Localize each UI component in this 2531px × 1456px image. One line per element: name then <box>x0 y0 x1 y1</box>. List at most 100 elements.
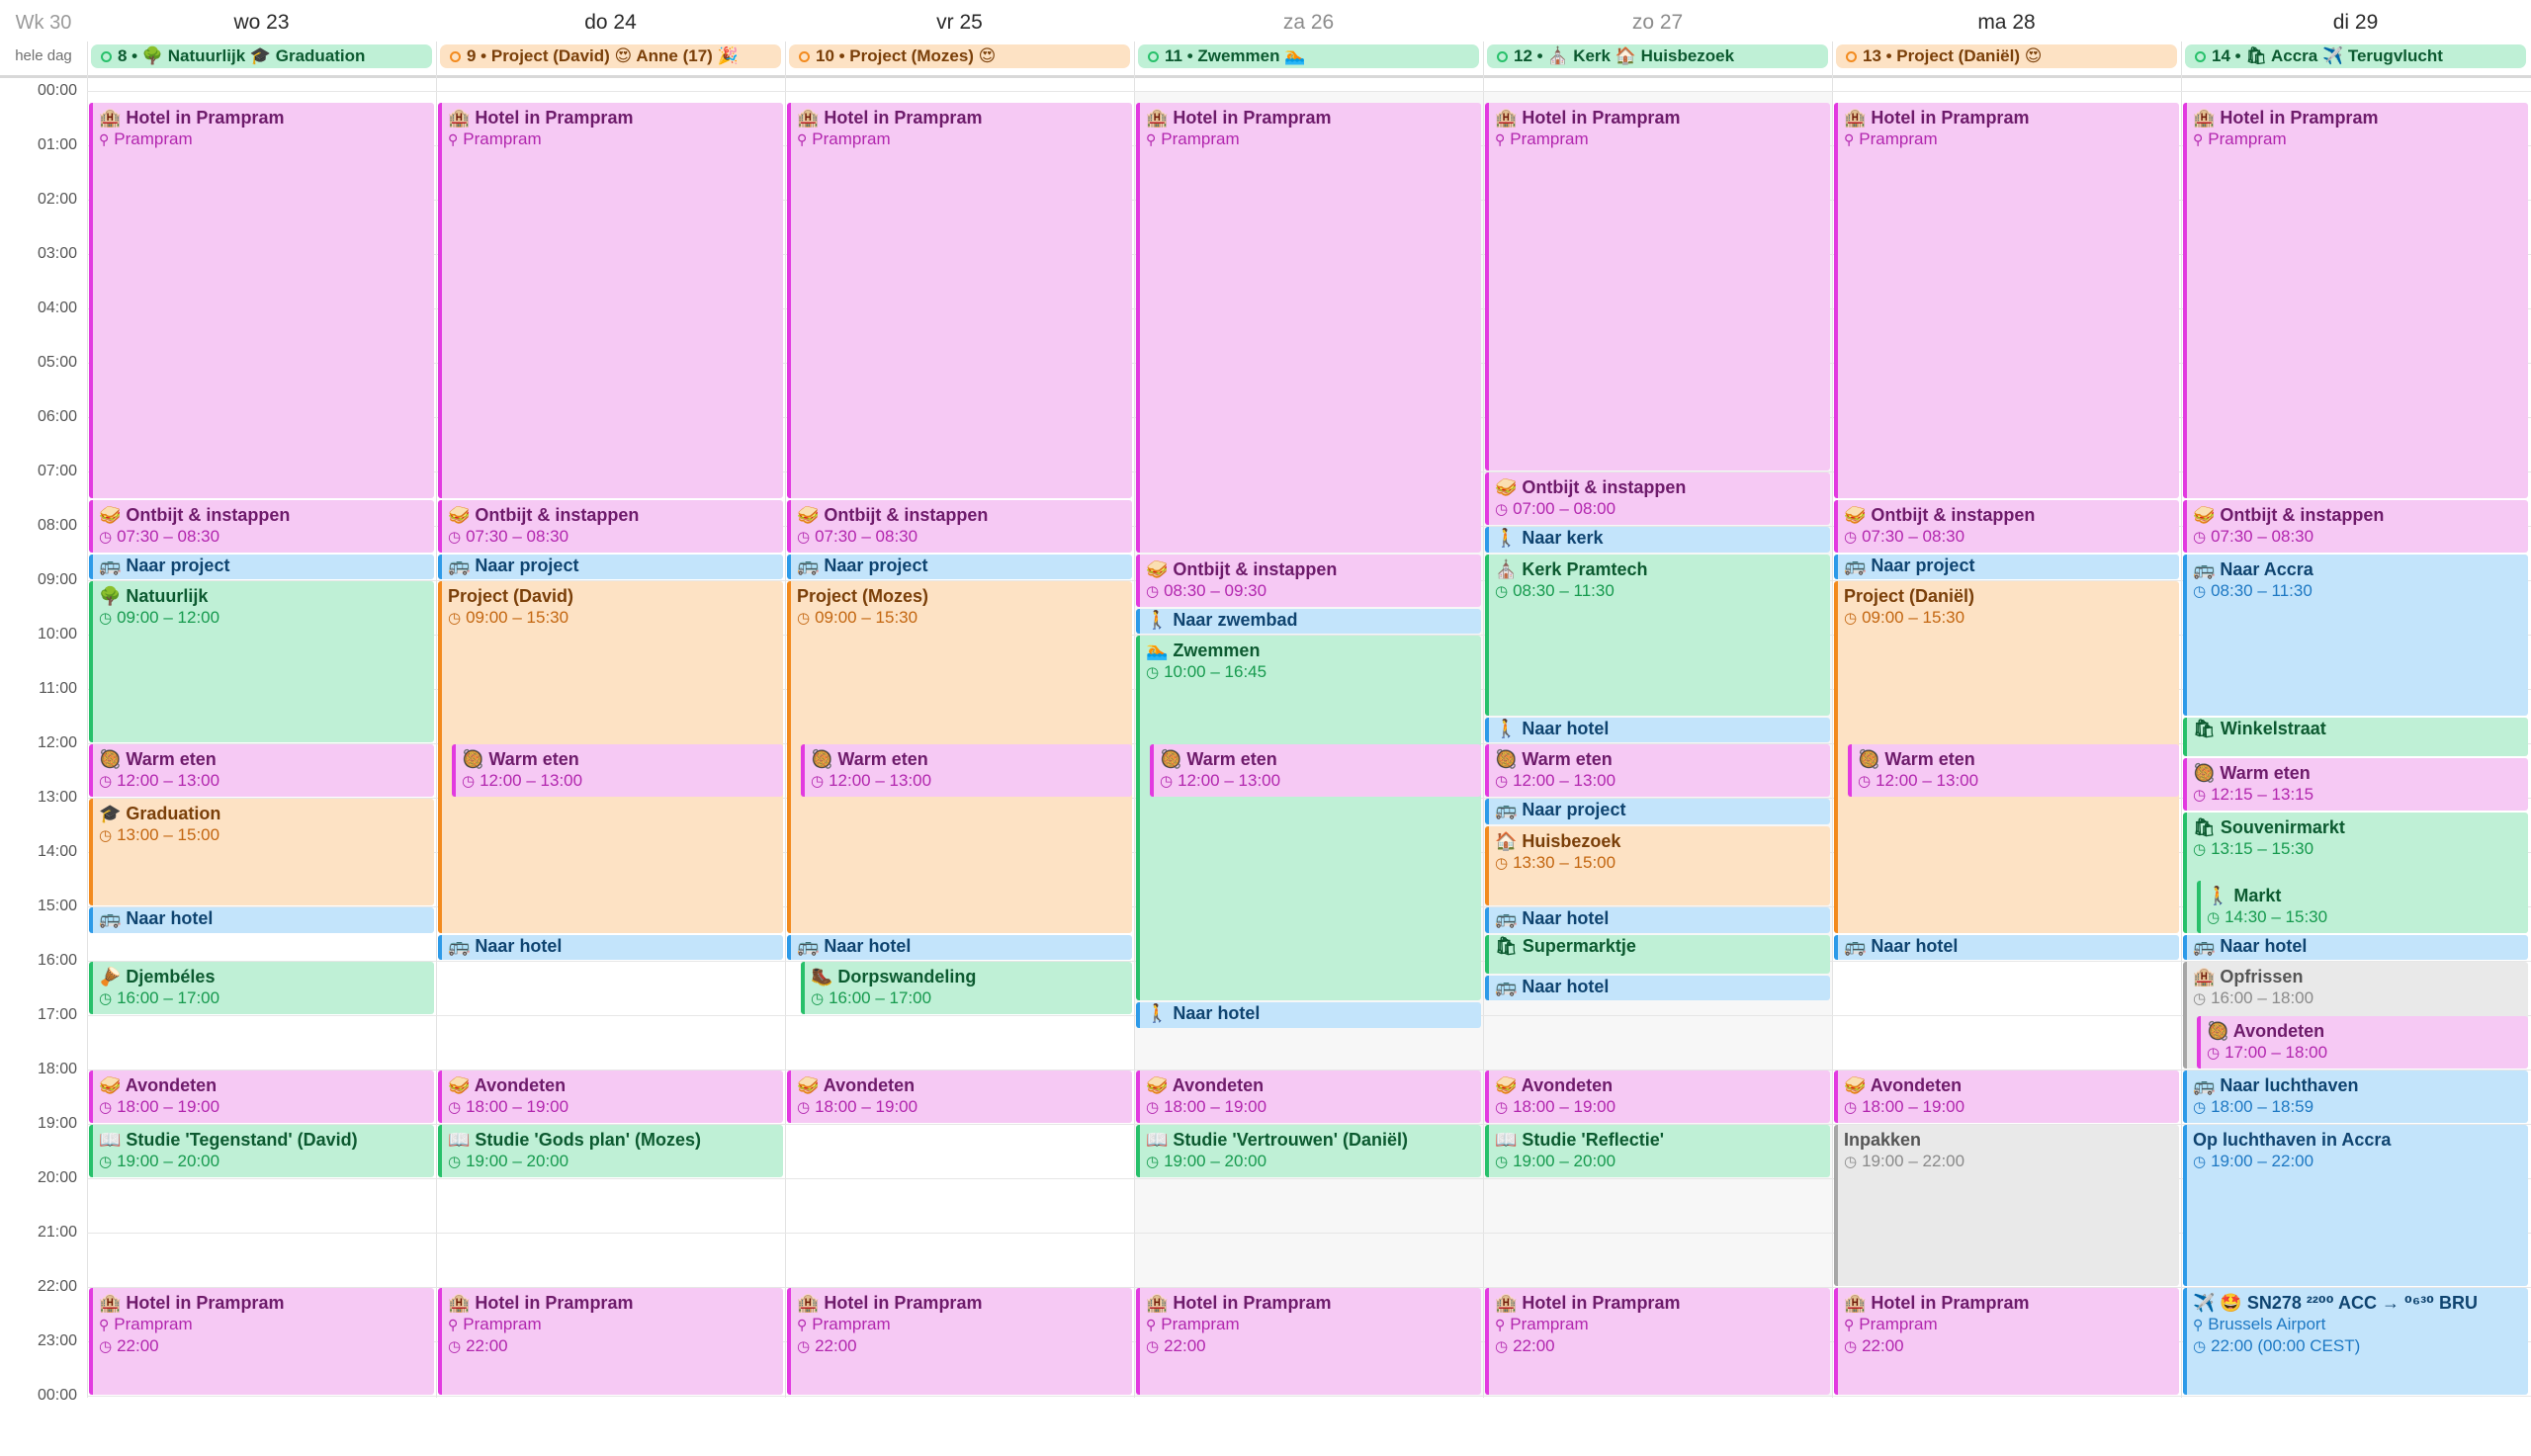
calendar-event[interactable]: 🏊 Zwemmen10:00 – 16:45 <box>1136 636 1481 1001</box>
allday-event[interactable]: 14 • 🛍 Accra ✈️ Terugvlucht <box>2185 44 2526 68</box>
calendar-event[interactable]: 🚌 Naar hotel <box>1485 975 1830 1001</box>
day-header[interactable]: di 29 <box>2332 11 2379 34</box>
allday-event[interactable]: 11 • Zwemmen 🏊 <box>1138 44 1479 68</box>
calendar-event[interactable]: 🥘 Warm eten12:00 – 13:00 <box>1848 744 2179 797</box>
calendar-event[interactable]: 🚌 Naar luchthaven18:00 – 18:59 <box>2183 1071 2528 1123</box>
calendar-event[interactable]: 🥪 Ontbijt & instappen07:30 – 08:30 <box>438 499 783 553</box>
calendar-event[interactable]: 🏨 Hotel in PrampramPrampram22:00 <box>1485 1288 1830 1395</box>
calendar-event[interactable]: 🏨 Hotel in PrampramPrampram22:00 <box>1136 1288 1481 1395</box>
calendar-event[interactable]: 🚌 Naar hotel <box>787 934 1132 960</box>
calendar-event[interactable]: 📖 Studie 'Vertrouwen' (Daniël)19:00 – 20… <box>1136 1125 1481 1177</box>
calendar-event[interactable]: ⛪ Kerk Pramtech08:30 – 11:30 <box>1485 554 1830 716</box>
calendar-event[interactable]: 📖 Studie 'Reflectie'19:00 – 20:00 <box>1485 1125 1830 1177</box>
calendar-event[interactable]: 🚌 Naar hotel <box>2183 934 2528 960</box>
calendar-event[interactable]: 🚌 Naar project <box>787 554 1132 579</box>
event-time: 12:00 – 13:00 <box>462 770 777 793</box>
event-title: 🥪 Avondeten <box>1146 1075 1265 1095</box>
calendar-event[interactable]: 🏨 Hotel in PrampramPrampram <box>787 103 1132 498</box>
calendar-event[interactable]: 🚶 Naar zwembad <box>1136 608 1481 634</box>
day-header[interactable]: wo 23 <box>233 11 290 34</box>
calendar-event[interactable]: 🏨 Hotel in PrampramPrampram <box>89 103 434 498</box>
calendar-event[interactable]: 🚌 Naar hotel <box>89 907 434 933</box>
event-title: 🚌 Naar hotel <box>1495 976 1610 996</box>
event-time: 12:15 – 13:15 <box>2193 784 2522 807</box>
calendar-event[interactable]: 🚶 Naar hotel <box>1136 1002 1481 1028</box>
hour-label: 07:00 <box>37 463 77 479</box>
calendar-event[interactable]: 🥪 Avondeten18:00 – 19:00 <box>1485 1071 1830 1123</box>
calendar-event[interactable]: 🏨 Hotel in PrampramPrampram22:00 <box>438 1288 783 1395</box>
allday-event[interactable]: 8 • 🌳 Natuurlijk 🎓 Graduation <box>91 44 432 68</box>
calendar-event[interactable]: ✈️ 🤩 SN278 ²²⁰⁰ ACC → ⁰⁶³⁰ BRUBrussels A… <box>2183 1288 2528 1395</box>
calendar-event[interactable]: 🏨 Hotel in PrampramPrampram <box>1485 103 1830 471</box>
event-title: ✈️ 🤩 SN278 ²²⁰⁰ ACC → ⁰⁶³⁰ BRU <box>2193 1293 2478 1313</box>
day-divider <box>436 42 437 1398</box>
calendar-event[interactable]: 🥘 Warm eten12:00 – 13:00 <box>452 744 783 797</box>
calendar-event[interactable]: 🥪 Ontbijt & instappen07:00 – 08:00 <box>1485 472 1830 525</box>
calendar-event[interactable]: 🚌 Naar hotel <box>1834 934 2179 960</box>
day-header[interactable]: za 26 <box>1282 11 1335 34</box>
day-header[interactable]: do 24 <box>584 11 637 34</box>
event-title: 🥪 Ontbijt & instappen <box>2193 504 2385 525</box>
calendar-event[interactable]: 🏨 Hotel in PrampramPrampram <box>1136 103 1481 553</box>
hour-line <box>87 1287 2531 1288</box>
calendar-event[interactable]: 🚌 Naar hotel <box>438 934 783 960</box>
calendar-event[interactable]: 🛍 Winkelstraat <box>2183 717 2528 756</box>
calendar-event[interactable]: 🏨 Hotel in PrampramPrampram22:00 <box>787 1288 1132 1395</box>
calendar-event[interactable]: 📖 Studie 'Tegenstand' (David)19:00 – 20:… <box>89 1125 434 1177</box>
day-header[interactable]: vr 25 <box>936 11 983 34</box>
calendar-event[interactable]: 📖 Studie 'Gods plan' (Mozes)19:00 – 20:0… <box>438 1125 783 1177</box>
calendar-event[interactable]: 🏨 Hotel in PrampramPrampram22:00 <box>1834 1288 2179 1395</box>
event-time: 18:00 – 19:00 <box>448 1096 777 1119</box>
calendar-event[interactable]: 🎓 Graduation13:00 – 15:00 <box>89 799 434 905</box>
calendar-event[interactable]: 🪘 Djembéles16:00 – 17:00 <box>89 962 434 1014</box>
allday-event[interactable]: 12 • ⛪ Kerk 🏠 Huisbezoek <box>1487 44 1828 68</box>
calendar-event[interactable]: 🚌 Naar project <box>1834 554 2179 579</box>
calendar-event[interactable]: 🥘 Avondeten17:00 – 18:00 <box>2197 1016 2528 1069</box>
calendar-event[interactable]: 🛍 Supermarktje <box>1485 934 1830 974</box>
calendar-event[interactable]: 🏨 Hotel in PrampramPrampram22:00 <box>89 1288 434 1395</box>
calendar-event[interactable]: Op luchthaven in Accra19:00 – 22:00 <box>2183 1125 2528 1286</box>
event-title: 🏨 Hotel in Prampram <box>448 1293 634 1313</box>
calendar-event[interactable]: Inpakken19:00 – 22:00 <box>1834 1125 2179 1286</box>
allday-event[interactable]: 10 • Project (Mozes) 😍 <box>789 44 1130 68</box>
calendar-event[interactable]: 🚌 Naar project <box>438 554 783 579</box>
event-title: 🏨 Hotel in Prampram <box>448 108 634 128</box>
calendar-event[interactable]: 🥘 Warm eten12:00 – 13:00 <box>89 744 434 797</box>
calendar-event[interactable]: 🌳 Natuurlijk09:00 – 12:00 <box>89 581 434 742</box>
calendar-event[interactable]: 🥪 Ontbijt & instappen08:30 – 09:30 <box>1136 554 1481 607</box>
calendar-event[interactable]: 🥪 Ontbijt & instappen07:30 – 08:30 <box>787 499 1132 553</box>
calendar-event[interactable]: 🥪 Avondeten18:00 – 19:00 <box>89 1071 434 1123</box>
day-header[interactable]: zo 27 <box>1631 11 1684 34</box>
calendar-event[interactable]: 🚶 Naar hotel <box>1485 717 1830 742</box>
calendar-event[interactable]: 🥪 Ontbijt & instappen07:30 – 08:30 <box>89 499 434 553</box>
calendar-event[interactable]: 🥪 Ontbijt & instappen07:30 – 08:30 <box>2183 499 2528 553</box>
calendar-event[interactable]: 🥘 Warm eten12:00 – 13:00 <box>1485 744 1830 797</box>
event-title: 🥪 Ontbijt & instappen <box>99 504 291 525</box>
calendar-event[interactable]: 🏨 Hotel in PrampramPrampram <box>438 103 783 498</box>
day-header[interactable]: ma 28 <box>1977 11 2036 34</box>
calendar-event[interactable]: 🚌 Naar project <box>89 554 434 579</box>
event-time: 22:00 (00:00 CEST) <box>2193 1335 2522 1358</box>
event-time: 16:00 – 17:00 <box>811 987 1126 1010</box>
calendar-event[interactable]: 🚶 Markt14:30 – 15:30 <box>2197 880 2528 933</box>
calendar-event[interactable]: 🥪 Ontbijt & instappen07:30 – 08:30 <box>1834 499 2179 553</box>
calendar-event[interactable]: 🥘 Warm eten12:15 – 13:15 <box>2183 757 2528 811</box>
calendar-event[interactable]: 🏨 Hotel in PrampramPrampram <box>1834 103 2179 498</box>
allday-event[interactable]: 9 • Project (David) 😍 Anne (17) 🎉 <box>440 44 781 68</box>
calendar-event[interactable]: 🚌 Naar hotel <box>1485 907 1830 933</box>
calendar-event[interactable]: 🥪 Avondeten18:00 – 19:00 <box>1834 1071 2179 1123</box>
event-time: 07:30 – 08:30 <box>1844 526 2173 549</box>
calendar-event[interactable]: 🏨 Hotel in PrampramPrampram <box>2183 103 2528 498</box>
allday-event[interactable]: 13 • Project (Daniël) 😍 <box>1836 44 2177 68</box>
calendar-event[interactable]: 🥪 Avondeten18:00 – 19:00 <box>787 1071 1132 1123</box>
calendar-event[interactable]: 🥾 Dorpswandeling16:00 – 17:00 <box>801 962 1132 1014</box>
calendar-event[interactable]: 🚌 Naar project <box>1485 799 1830 824</box>
calendar-event[interactable]: 🚶 Naar kerk <box>1485 527 1830 553</box>
calendar-event[interactable]: 🥪 Avondeten18:00 – 19:00 <box>438 1071 783 1123</box>
calendar-event[interactable]: 🥪 Avondeten18:00 – 19:00 <box>1136 1071 1481 1123</box>
calendar-event[interactable]: 🥘 Warm eten12:00 – 13:00 <box>801 744 1132 797</box>
calendar-event[interactable]: 🥘 Warm eten12:00 – 13:00 <box>1150 744 1481 797</box>
calendar-event[interactable]: 🚌 Naar Accra08:30 – 11:30 <box>2183 554 2528 716</box>
event-time: 10:00 – 16:45 <box>1146 661 1475 684</box>
